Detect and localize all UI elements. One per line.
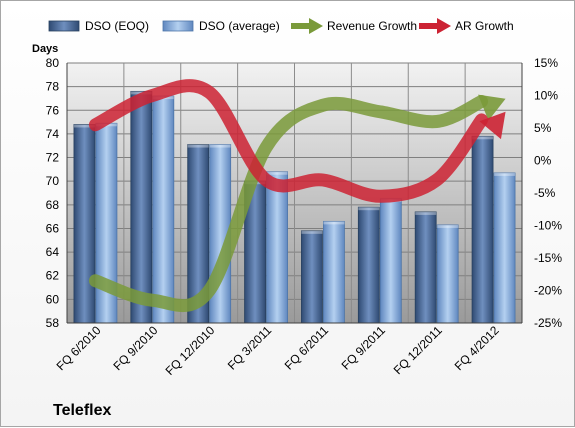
legend-swatch <box>48 20 80 32</box>
legend-swatch <box>162 20 194 32</box>
y-axis-title: Days <box>32 43 58 55</box>
y2-tick-label: 10% <box>534 89 558 103</box>
bar-highlight <box>323 221 345 225</box>
bar <box>471 135 494 324</box>
y-tick-label: 66 <box>46 221 60 235</box>
bar-highlight <box>209 144 231 148</box>
bar-highlight <box>472 136 494 140</box>
y2-tick-label: 5% <box>534 121 552 135</box>
bars-group <box>73 90 516 324</box>
x-tick-label: FQ 9/2011 <box>339 323 389 373</box>
y-tick-label: 72 <box>46 151 60 165</box>
y-tick-label: 64 <box>46 245 60 259</box>
bar-highlight <box>301 230 323 234</box>
bar <box>414 211 437 324</box>
y2-tick-label: -15% <box>534 251 562 265</box>
chart-title: Teleflex <box>53 402 112 419</box>
y-tick-label: 80 <box>46 56 60 70</box>
bar <box>301 230 323 324</box>
x-tick-label: FQ 9/2010 <box>110 323 160 373</box>
x-tick-label: FQ 4/2012 <box>452 323 502 373</box>
y-tick-label: 62 <box>46 269 60 283</box>
y2-tick-label: 0% <box>534 154 552 168</box>
line-arrowhead <box>478 94 506 121</box>
legend: DSO (EOQ) DSO (average) Revenue Growth AR G… <box>48 18 514 34</box>
y-tick-label: 58 <box>46 316 60 330</box>
bar-highlight <box>437 224 459 228</box>
y-tick-label: 68 <box>46 198 60 212</box>
y-tick-label: 60 <box>46 292 60 306</box>
y-tick-label: 74 <box>46 127 60 141</box>
bar <box>130 90 153 324</box>
y-tick-label: 76 <box>46 103 60 117</box>
bar-highlight <box>415 211 437 215</box>
bar <box>436 224 459 324</box>
bar <box>379 198 402 324</box>
bar-highlight <box>266 171 288 175</box>
x-tick-label: FQ 6/2011 <box>282 323 332 373</box>
legend-label: Revenue Growth <box>327 19 417 33</box>
legend-label: AR Growth <box>455 19 514 33</box>
x-tick-label: FQ 12/2011 <box>391 323 445 377</box>
y-tick-label: 70 <box>46 174 60 188</box>
legend-arrow <box>309 18 323 34</box>
y2-tick-label: -20% <box>534 284 562 298</box>
y2-tick-label: 15% <box>534 56 558 70</box>
legend-label: DSO (EOQ) <box>85 19 149 33</box>
y-tick-label: 78 <box>46 80 60 94</box>
y2-tick-label: -10% <box>534 219 562 233</box>
y2-tick-label: -25% <box>534 316 562 330</box>
legend-label: DSO (average) <box>199 19 280 33</box>
bar <box>152 95 175 324</box>
bar <box>266 171 288 324</box>
bar <box>323 220 345 324</box>
lines-group <box>88 79 506 313</box>
bar-highlight <box>187 144 209 148</box>
x-tick-label: FQ 3/2011 <box>225 323 275 373</box>
bar <box>493 172 516 324</box>
bar <box>357 206 380 324</box>
line-series <box>88 79 489 203</box>
legend-arrow <box>437 18 451 34</box>
y2-tick-label: -5% <box>534 186 556 200</box>
line-series <box>88 94 489 313</box>
bar-highlight <box>494 172 516 176</box>
x-tick-label: FQ 6/2010 <box>54 323 104 373</box>
bar-highlight <box>73 124 95 128</box>
line-arrowhead <box>479 111 506 140</box>
bar <box>73 124 96 324</box>
bar-highlight <box>358 207 380 211</box>
x-tick-label: FQ 12/2010 <box>163 323 218 378</box>
